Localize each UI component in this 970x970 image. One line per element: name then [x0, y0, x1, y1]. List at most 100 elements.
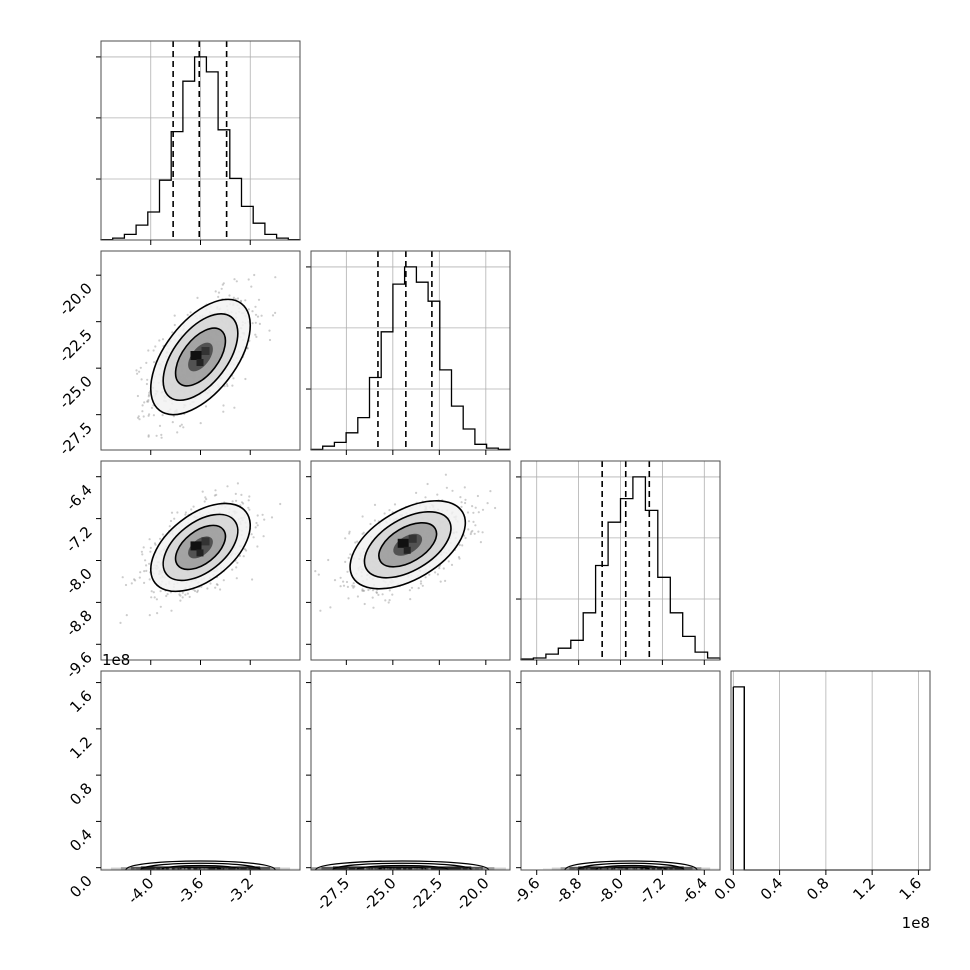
- y-tick-label: -8.8: [62, 606, 95, 639]
- scatter-point: [250, 285, 253, 288]
- contour-line: [363, 510, 452, 579]
- scatter-point: [220, 287, 223, 290]
- scatter-point: [171, 331, 174, 334]
- scatter-point: [361, 589, 364, 592]
- scatter-point: [274, 276, 277, 279]
- contour-line: [174, 327, 227, 387]
- scatter-point: [154, 543, 157, 546]
- scatter-point: [192, 505, 195, 508]
- scatter-point: [616, 867, 619, 870]
- scatter-point: [234, 492, 237, 495]
- scatter-point: [460, 505, 463, 508]
- panel-frame: [310, 250, 511, 451]
- scatter-point: [181, 867, 184, 870]
- scatter-point: [125, 614, 128, 617]
- contour-line: [174, 524, 227, 571]
- scatter-point: [200, 867, 203, 870]
- scatter-point: [457, 556, 461, 559]
- scatter-point: [200, 867, 203, 870]
- scatter-point: [434, 571, 437, 574]
- scatter-point: [147, 400, 150, 403]
- mode-pixel: [403, 546, 411, 554]
- scatter-point: [438, 567, 441, 570]
- scatter-point: [145, 569, 148, 573]
- scatter-point: [140, 378, 143, 381]
- scatter-point: [152, 349, 155, 352]
- scatter-point: [255, 335, 258, 338]
- scatter-point: [470, 531, 473, 534]
- y-tick-label: -9.6: [62, 648, 95, 681]
- scatter-point: [339, 576, 342, 579]
- mode-pixel: [196, 549, 204, 557]
- scatter-point: [168, 525, 171, 528]
- scatter-point: [148, 578, 151, 581]
- scatter-point: [141, 404, 144, 407]
- scatter-point: [222, 410, 225, 413]
- scatter-point: [225, 383, 229, 386]
- scatter-point: [486, 502, 489, 505]
- scatter-point: [139, 366, 142, 369]
- scatter-point: [159, 867, 163, 870]
- scatter-point: [147, 395, 150, 398]
- y-tick-label: -7.2: [62, 523, 95, 556]
- scatter-point: [159, 537, 162, 540]
- scatter-point: [279, 502, 282, 506]
- scatter-point: [215, 493, 218, 496]
- scatter-point: [244, 299, 247, 302]
- scatter-point: [385, 867, 388, 870]
- scatter-point: [406, 867, 409, 870]
- scatter-point: [436, 573, 439, 576]
- scatter-point: [391, 593, 394, 596]
- scatter-point: [631, 867, 635, 870]
- scatter-point: [149, 546, 152, 550]
- scatter-point: [410, 586, 414, 589]
- scatter-point: [401, 867, 404, 870]
- scatter-point: [419, 580, 423, 583]
- scatter-point: [204, 496, 207, 499]
- scatter-point: [214, 586, 217, 589]
- scatter-point: [194, 589, 197, 593]
- scatter-point: [247, 308, 250, 311]
- scatter-point: [150, 596, 153, 599]
- joint-panel-1-3: [310, 670, 511, 871]
- scatter-point: [339, 585, 342, 588]
- x-tick-label: -3.6: [174, 874, 207, 907]
- scatter-point: [464, 536, 467, 540]
- scatter-point: [384, 599, 387, 602]
- density-fill: [332, 866, 472, 870]
- scatter-point: [615, 867, 618, 870]
- y-tick-label: 1.6: [66, 687, 96, 717]
- scatter-point: [381, 593, 384, 596]
- scatter-point: [242, 555, 245, 558]
- scatter-point: [643, 867, 646, 870]
- scatter-point: [419, 867, 422, 870]
- scatter-point: [361, 588, 364, 591]
- scatter-point: [164, 867, 167, 870]
- hist-step-line: [733, 686, 930, 871]
- scatter-point: [138, 370, 141, 373]
- scatter-point: [169, 867, 172, 870]
- x-tick-label: -27.5: [313, 874, 353, 914]
- scatter-point: [346, 585, 349, 589]
- scatter-point: [655, 867, 658, 870]
- scatter-point: [464, 501, 467, 505]
- scatter-point: [479, 541, 482, 544]
- scatter-point: [344, 560, 347, 564]
- scatter-point: [160, 436, 163, 439]
- x-tick-label: 0.4: [757, 874, 787, 904]
- scatter-point: [439, 580, 442, 583]
- y-tick-label: -20.0: [56, 279, 96, 319]
- scatter-point: [180, 867, 183, 870]
- scatter-point: [231, 384, 234, 387]
- y-tick-label: -22.5: [56, 326, 96, 366]
- scatter-point: [180, 423, 183, 426]
- scatter-point: [147, 434, 150, 437]
- scatter-point: [384, 867, 387, 870]
- scatter-point: [247, 278, 250, 281]
- scatter-point: [346, 570, 349, 573]
- scatter-point: [143, 401, 146, 404]
- scatter-point: [204, 405, 208, 408]
- scatter-point: [489, 490, 492, 493]
- scatter-point: [346, 867, 350, 870]
